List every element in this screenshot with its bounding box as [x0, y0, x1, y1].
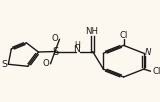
Text: N: N	[145, 48, 151, 57]
Text: H: H	[74, 41, 80, 50]
Text: S: S	[1, 60, 7, 69]
Text: Cl: Cl	[119, 31, 128, 40]
Text: O: O	[43, 59, 50, 68]
Text: NH: NH	[85, 27, 98, 36]
Text: N: N	[73, 45, 80, 54]
Text: S: S	[52, 47, 58, 57]
Text: Cl: Cl	[153, 67, 160, 76]
Text: O: O	[52, 34, 59, 43]
